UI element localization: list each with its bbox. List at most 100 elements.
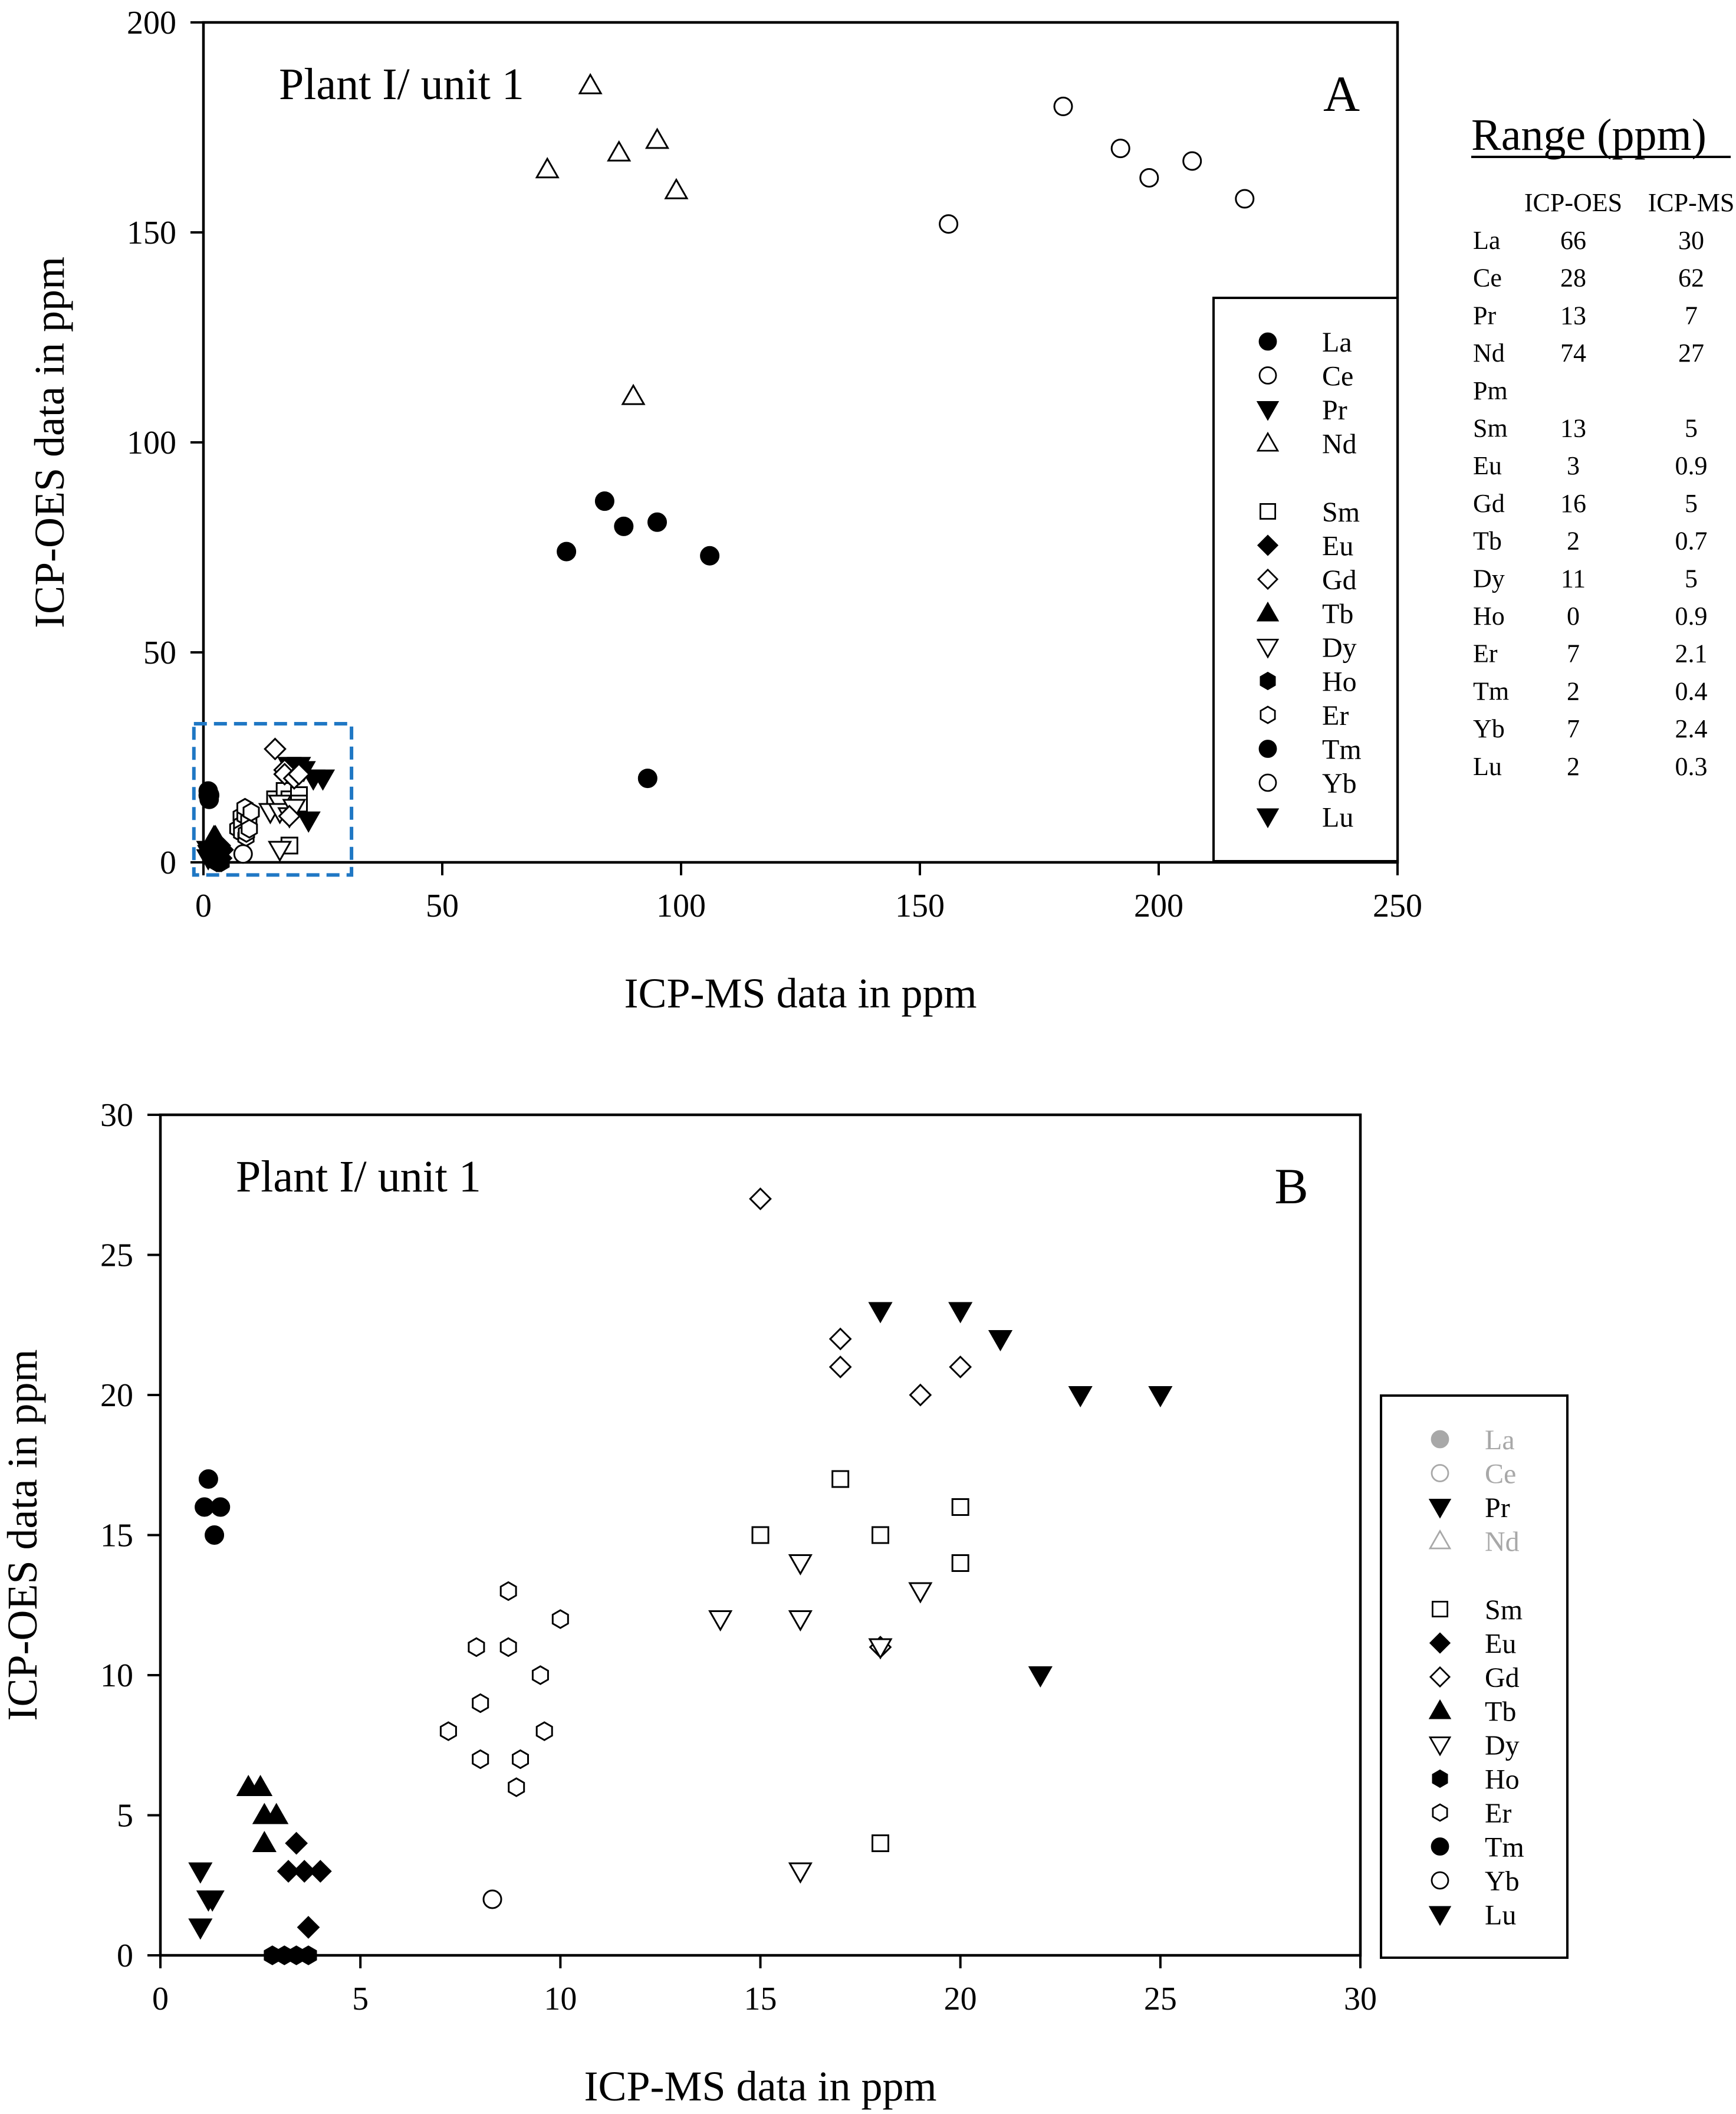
range-table-element: Dy [1473, 564, 1505, 593]
legend-label-sm: Sm [1322, 497, 1360, 528]
y-tick-label: 150 [127, 215, 176, 251]
range-table-element: Pr [1473, 301, 1496, 330]
data-point-gd [949, 1355, 972, 1378]
legend-box [1212, 297, 1399, 862]
range-table-header: ICP-OES [1524, 188, 1622, 217]
legend-box [1380, 1394, 1569, 1959]
data-point-dy [788, 1610, 813, 1632]
legend-label-yb: Yb [1322, 768, 1357, 799]
legend-marker-tb [1256, 601, 1280, 622]
x-tick-label: 200 [1134, 888, 1183, 924]
data-point-er [241, 819, 258, 839]
range-table-cell: 3 [1567, 451, 1580, 480]
data-point-er [472, 1693, 489, 1713]
legend-marker-tm [1431, 1837, 1449, 1856]
legend-label-gd: Gd [1322, 564, 1357, 596]
data-point-ce [1139, 168, 1159, 188]
data-point-la [637, 769, 657, 789]
data-point-pr [1028, 1666, 1053, 1688]
range-table-cell: 27 [1678, 339, 1704, 367]
legend-marker-dy [1256, 639, 1280, 659]
data-point-sm [872, 1834, 889, 1852]
data-point-dy [908, 1582, 933, 1604]
data-point-pr [948, 1302, 973, 1324]
x-tick-label: 25 [1144, 1981, 1177, 2017]
range-table-element: Ce [1473, 264, 1502, 293]
y-tick-label: 0 [160, 845, 176, 881]
legend-marker-er [1432, 1803, 1448, 1822]
x-tick-label: 5 [352, 1981, 369, 2017]
y-tick-label: 200 [127, 5, 176, 41]
data-point-pr [988, 1330, 1013, 1352]
legend-label-nd: Nd [1322, 429, 1357, 460]
series-nd [535, 73, 689, 405]
series-tb [236, 1774, 289, 1852]
legend-marker-ho [1432, 1769, 1448, 1788]
range-table-title: Range (ppm) [1471, 110, 1707, 160]
legend-marker-sm [1259, 503, 1276, 520]
legend-marker-la [1258, 332, 1277, 351]
legend-label-ho: Ho [1485, 1764, 1520, 1795]
series-er [439, 1581, 569, 1797]
range-table-cell: 16 [1560, 489, 1586, 518]
data-point-gd [278, 805, 301, 828]
legend-marker-tm [1258, 740, 1277, 758]
panel-a: 0 50 100 150 200 250 0 50 100 150 200 ICP-MS data i… [26, 5, 1422, 1017]
x-tick-label: 10 [544, 1981, 577, 2017]
data-point-tb [264, 1803, 289, 1824]
data-point-sm [951, 1498, 969, 1516]
range-table-cell: 7 [1685, 301, 1698, 330]
legend-marker-lu [1256, 808, 1280, 829]
data-point-tb [252, 1830, 277, 1852]
data-point-ce [1110, 139, 1130, 159]
data-point-dy [708, 1610, 733, 1632]
range-table-cell: 2.4 [1675, 714, 1708, 743]
data-point-gd [264, 737, 287, 761]
series-eu [277, 1831, 332, 1939]
data-point-la [700, 546, 720, 566]
data-point-eu [285, 1831, 308, 1855]
range-table-element: La [1473, 226, 1500, 255]
data-point-nd [578, 73, 603, 94]
range-table-cell: 30 [1678, 226, 1704, 255]
legend-marker-er [1260, 705, 1276, 724]
data-point-nd [535, 157, 560, 179]
data-point-yb [233, 844, 253, 864]
range-table-cell: 0.3 [1675, 752, 1708, 781]
data-point-ce [1182, 151, 1202, 171]
data-point-tb [248, 1774, 273, 1796]
legend-label-pr: Pr [1485, 1492, 1510, 1524]
range-table-cell: 5 [1685, 414, 1698, 443]
legend-label-dy: Dy [1485, 1730, 1520, 1761]
series-dy [708, 1554, 933, 1884]
data-point-eu [292, 1860, 316, 1883]
legend-marker-sm [1431, 1600, 1448, 1617]
range-table-cell: 5 [1685, 564, 1698, 593]
y-tick-label: 50 [143, 635, 176, 671]
zoom-region-box [192, 722, 354, 877]
data-point-tm [198, 1469, 218, 1489]
data-point-nd [645, 127, 670, 149]
legend-label-tb: Tb [1485, 1696, 1516, 1728]
legend-label-tb: Tb [1322, 599, 1353, 630]
range-table-cell: 62 [1678, 264, 1704, 293]
y-axis-title: ICP-OES data in ppm [0, 1350, 46, 1721]
range-table-element: Tm [1473, 677, 1509, 705]
data-point-lu [197, 845, 222, 866]
legend-marker-pr [1428, 1498, 1452, 1519]
range-table-element: Nd [1473, 339, 1505, 367]
data-point-la [614, 516, 634, 536]
range-table-cell: 0 [1567, 602, 1580, 631]
range-table-element: Yb [1473, 714, 1505, 743]
series-tm [198, 781, 220, 809]
legend-marker-lu [1428, 1906, 1452, 1926]
data-point-er [508, 1777, 525, 1797]
range-table-cell: 0.7 [1675, 527, 1708, 556]
legend-label-tm: Tm [1322, 734, 1362, 766]
legend-label-dy: Dy [1322, 632, 1357, 664]
x-tick-label: 250 [1373, 888, 1422, 924]
data-point-sm [872, 1526, 889, 1544]
series-gd [264, 737, 311, 828]
range-table-cell: 2 [1567, 527, 1580, 556]
legend-label-er: Er [1485, 1798, 1511, 1829]
